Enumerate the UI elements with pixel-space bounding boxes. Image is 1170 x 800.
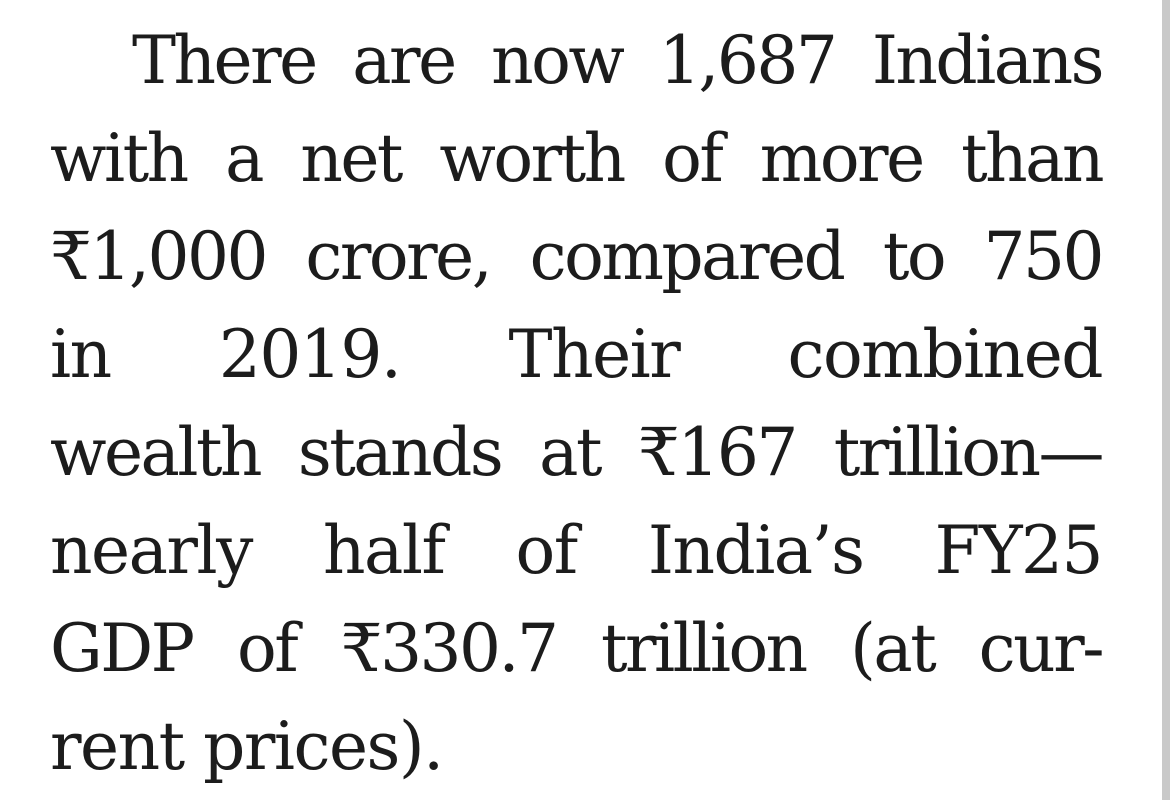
- article-paragraph: There are now 1,687 Indians with a net w…: [50, 12, 1105, 796]
- text-line: There are now 1,687 Indians: [132, 22, 1105, 99]
- text-line: nearly half of India’s FY25: [50, 512, 1104, 589]
- text-line: rent prices).: [50, 708, 444, 785]
- text-line: in 2019. Their combined: [50, 316, 1104, 393]
- text-line: with a net worth of more than: [50, 120, 1105, 197]
- text-line: ₹1,000 crore, compared to 750: [50, 218, 1105, 295]
- page-edge: [1162, 0, 1170, 800]
- text-line: GDP of ₹330.7 trillion (at cur-: [50, 610, 1105, 687]
- text-line: wealth stands at ₹167 trillion—: [50, 414, 1105, 491]
